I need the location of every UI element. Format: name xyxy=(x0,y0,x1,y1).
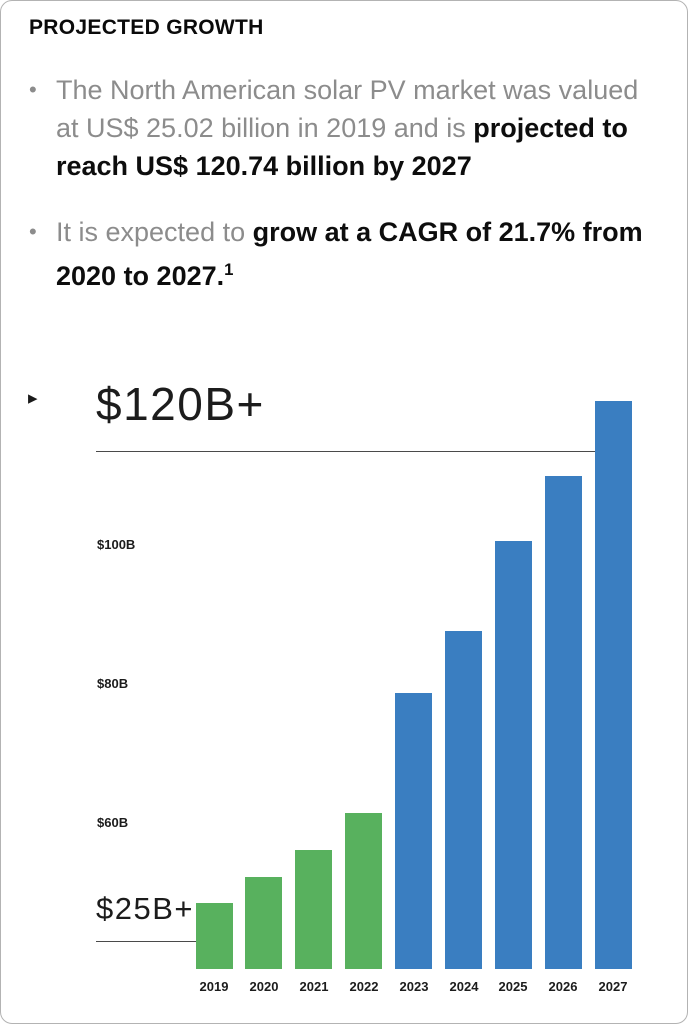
x-axis-label-2024: 2024 xyxy=(449,979,479,994)
y-axis-label-60B: $60B xyxy=(97,815,129,830)
y-axis-label-100B: $100B xyxy=(97,537,136,552)
bullet-item: • The North American solar PV market was… xyxy=(29,71,645,185)
bullet-text: It is expected to grow at a CAGR of 21.7… xyxy=(56,213,645,295)
bar-2026 xyxy=(545,476,582,969)
bullet-dot-icon: • xyxy=(29,219,37,244)
x-axis-label-2023: 2023 xyxy=(399,979,429,994)
x-axis-label-2021: 2021 xyxy=(299,979,329,994)
bullet-bold-text: projected to reach US$ 120.74 billion by… xyxy=(56,113,628,181)
callout-max-value: $120B+ xyxy=(96,378,265,430)
bar-2021 xyxy=(295,850,332,969)
y-axis-label-80B: $80B xyxy=(97,676,129,691)
bullet-dot-icon: • xyxy=(29,77,37,102)
callout-max-rule xyxy=(96,451,611,452)
bullet-bold-text: grow at a CAGR of 21.7% from 2020 to 202… xyxy=(56,217,643,291)
bar-2019 xyxy=(196,903,233,969)
bullet-item: • It is expected to grow at a CAGR of 21… xyxy=(29,213,645,295)
bullet-regular-text: The North American solar PV market was v… xyxy=(56,75,639,143)
bullet-regular-text: It is expected to xyxy=(56,217,253,247)
x-axis-label-2020: 2020 xyxy=(249,979,279,994)
bar-2024 xyxy=(445,631,482,969)
page-title: PROJECTED GROWTH xyxy=(29,16,264,39)
x-axis-label-2026: 2026 xyxy=(548,979,578,994)
bar-2027 xyxy=(595,401,632,969)
bullet-text: The North American solar PV market was v… xyxy=(56,71,645,185)
bar-2023 xyxy=(395,693,432,969)
bar-2022 xyxy=(345,813,382,969)
bar-chart: ▸ $120B+ $25B+ 2019 2020 2021 2022 2023 2024 2… xyxy=(1,377,687,1023)
x-axis-label-2027: 2027 xyxy=(598,979,628,994)
disclosure-triangle-icon: ▸ xyxy=(28,388,38,409)
bullet-list: • The North American solar PV market was… xyxy=(29,71,645,323)
bar-2020 xyxy=(245,877,282,969)
x-axis-label-2025: 2025 xyxy=(498,979,528,994)
callout-min-value: $25B+ xyxy=(96,891,195,926)
footnote-marker: 1 xyxy=(224,260,234,279)
x-axis-label-2022: 2022 xyxy=(349,979,379,994)
bar-2025 xyxy=(495,541,532,969)
x-axis-label-2019: 2019 xyxy=(199,979,229,994)
callout-min-rule xyxy=(96,941,221,942)
